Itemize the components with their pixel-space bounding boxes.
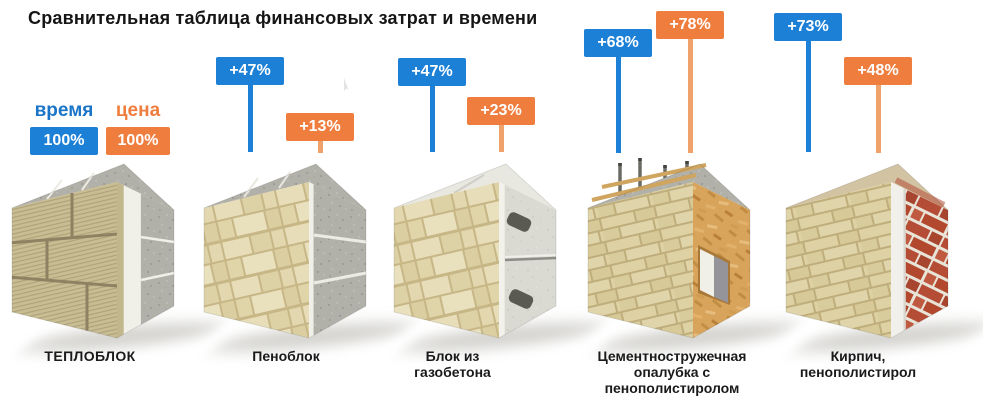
legend-time-value-badge: 100% <box>30 127 98 155</box>
time-signpost-gazobeton: +47% <box>398 58 466 152</box>
price-signpost-penoblok: +13% <box>286 113 354 153</box>
block-illustration-teploblok <box>11 163 175 339</box>
material-label-kirpich: Кирпич, пенополистирол <box>799 348 917 380</box>
rebar-rods <box>618 158 689 198</box>
material-label-teploblok: ТЕПЛОБЛОК <box>44 348 136 364</box>
time-stem <box>805 41 811 152</box>
price-badge: +78% <box>656 11 724 39</box>
block-illustration-penoblok <box>203 163 367 339</box>
time-stem <box>429 86 435 152</box>
price-badge: +13% <box>286 113 354 141</box>
time-stem <box>615 57 621 153</box>
block-illustration-gazobeton <box>393 163 557 339</box>
price-stem <box>687 39 693 153</box>
page-title: Сравнительная таблица финансовых затрат … <box>28 8 538 28</box>
legend-price-label: цена <box>115 100 161 121</box>
price-badge: +23% <box>467 97 535 125</box>
material-label-gazobeton: Блок из газобетона <box>414 348 491 380</box>
price-stem <box>875 85 881 153</box>
legend-price-value-badge: 100% <box>106 127 170 155</box>
time-badge: +47% <box>398 58 466 86</box>
mouse-cursor-icon <box>339 78 351 99</box>
time-badge: +47% <box>216 57 284 85</box>
price-stem <box>317 141 323 153</box>
block-illustration-kirpich <box>785 163 949 339</box>
price-signpost-csp: +78% <box>656 11 724 153</box>
legend-time-label: время <box>34 100 94 121</box>
time-signpost-kirpich: +73% <box>774 13 842 152</box>
material-label-penoblok: Пеноблок <box>252 348 320 364</box>
time-badge: +68% <box>584 29 652 57</box>
time-signpost-csp: +68% <box>584 29 652 153</box>
price-badge: +48% <box>844 57 912 85</box>
price-stem <box>498 125 504 152</box>
time-signpost-penoblok: +47% <box>216 57 284 152</box>
block-illustration-csp <box>587 158 751 339</box>
time-badge: +73% <box>774 13 842 41</box>
material-label-csp: Цементностружечная опалубка с пенополист… <box>597 348 747 396</box>
price-signpost-gazobeton: +23% <box>467 97 535 152</box>
price-signpost-kirpich: +48% <box>844 57 912 153</box>
time-stem <box>247 85 253 152</box>
